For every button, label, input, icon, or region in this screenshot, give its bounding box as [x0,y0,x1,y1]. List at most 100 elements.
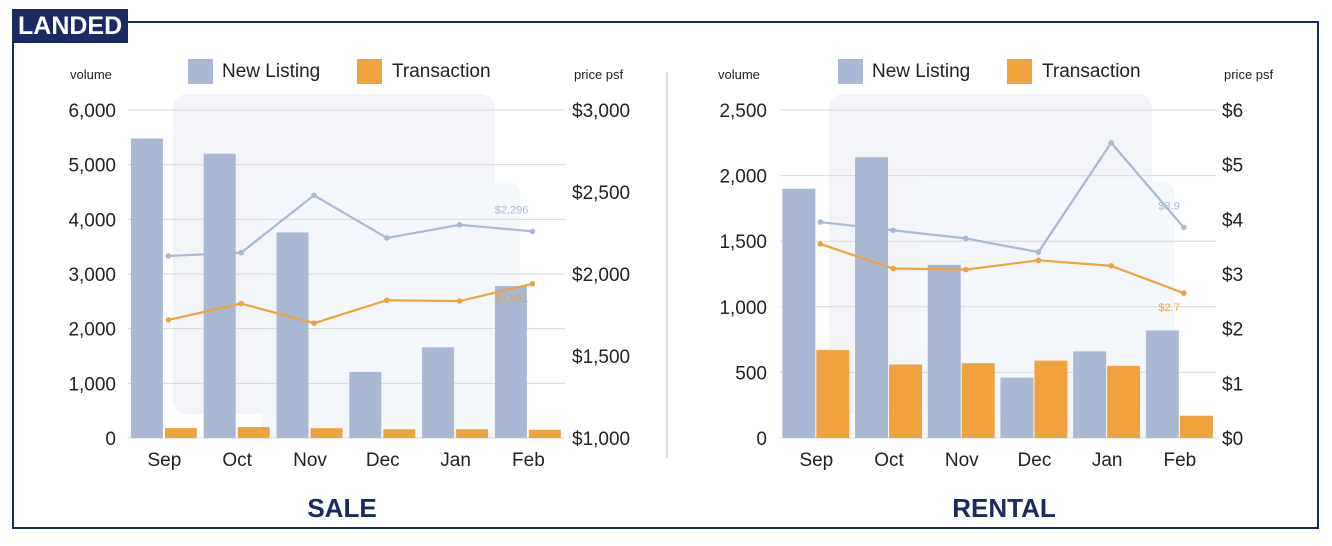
legend-swatch-new-listing [838,59,863,84]
bar-new-listing [927,264,961,438]
line-point [890,227,896,234]
y-tick-label: 0 [756,429,767,450]
y2-tick-label: $3 [1222,265,1243,286]
bar-new-listing [494,286,527,438]
y2-tick-label: $1,000 [572,429,630,450]
y-tick-label: 1,000 [68,374,116,395]
line-point [384,297,390,304]
y2-tick-label: $1 [1222,374,1243,395]
legend-swatch-transaction [357,59,382,84]
x-tick-label: Nov [945,450,979,471]
line-point [817,219,824,225]
legend-label: New Listing [872,61,970,82]
line-new-listing-price [168,193,533,258]
line-point [165,317,172,323]
bar-transaction [816,350,850,438]
y-axis-label: volume [718,67,760,82]
line-point [1181,290,1187,296]
y2-tick-label: $0 [1222,429,1243,450]
y-axis-label: volume [70,67,112,82]
bar-transaction [237,427,270,438]
bar-new-listing [1000,377,1034,438]
x-tick-label: Oct [874,450,904,471]
bar-new-listing [422,347,455,438]
line-point [456,298,463,304]
bar-transaction [1179,415,1213,438]
data-label: $2,296 [495,204,529,216]
x-tick-label: Sep [799,450,833,471]
line-new-listing-price [820,140,1185,254]
y-tick-label: 2,500 [719,101,767,122]
bar-new-listing [276,232,309,438]
y-tick-label: 3,000 [68,265,116,286]
line-point [1108,140,1114,146]
bar-transaction [456,429,489,438]
section-tag: LANDED [12,9,129,43]
rental-chart: 0 500 1,000 1,500 2,000 2,500 $0 $1 $2 $3 $4 $5 $6 vo… [718,59,1274,523]
data-label: $3.9 [1158,201,1179,213]
line-point [238,249,244,256]
data-label: $2.7 [1158,302,1179,314]
y-tick-label: 500 [735,363,767,384]
y-tick-label: 1,500 [719,232,767,253]
y2-tick-label: $3,000 [572,101,630,122]
y-tick-label: 2,000 [68,320,116,341]
line-point [962,266,969,273]
legend-swatch-transaction [1007,59,1032,84]
chart-title: RENTAL [952,493,1056,523]
y-tick-label: 0 [105,429,116,450]
line-point [1035,249,1042,255]
y-tick-label: 4,000 [68,210,116,231]
bar-transaction [1034,360,1068,438]
data-label: $1,951 [495,293,529,305]
bar-transaction [383,429,416,438]
y2-tick-label: $2,500 [572,183,630,204]
y2-tick-label: $1,500 [572,347,630,368]
line-point [1108,263,1114,269]
x-tick-label: Feb [512,450,545,471]
line-point [962,235,969,242]
panel-divider [666,72,668,458]
line-point [311,320,317,327]
legend-swatch-new-listing [188,59,213,84]
x-tick-label: Dec [366,450,400,471]
line-transaction-price [819,242,1185,295]
line-point [311,192,317,199]
legend-label: New Listing [222,61,320,82]
sale-chart: 0 1,000 2,000 3,000 4,000 5,000 6,000 $1,000 $1,… [68,59,630,523]
chart-title: SALE [307,493,376,523]
bar-transaction [889,364,923,438]
x-tick-label: Jan [440,450,471,471]
legend-label: Transaction [392,61,491,82]
bar-new-listing [782,188,816,438]
bar-new-listing [1145,330,1179,438]
line-point [165,253,172,259]
line-point [529,281,536,287]
x-tick-label: Sep [147,450,181,471]
bar-transaction [961,363,995,438]
line-point [238,300,244,307]
y2-tick-label: $2 [1222,320,1243,341]
bar-transaction [528,429,561,438]
watermark-shape-inner [262,182,520,438]
line-transaction-price [168,282,533,325]
line-point [890,265,896,272]
x-tick-label: Oct [222,450,252,471]
y2-tick-label: $5 [1222,156,1243,177]
line-point [384,235,390,241]
bar-new-listing [203,153,236,438]
legend-label: Transaction [1042,61,1141,82]
x-tick-label: Nov [293,450,327,471]
bar-new-listing [1073,351,1107,438]
bar-transaction [310,428,343,438]
y2-tick-label: $2,000 [572,265,630,286]
line-point [817,241,824,247]
y2-tick-label: $6 [1222,101,1243,122]
x-tick-label: Jan [1092,450,1123,471]
x-tick-label: Feb [1163,450,1196,471]
y-tick-label: 2,000 [719,167,767,188]
outer-frame [12,21,1319,529]
y-tick-label: 5,000 [68,156,116,177]
bar-new-listing [349,371,382,438]
y2-axis-label: price psf [1224,67,1274,82]
